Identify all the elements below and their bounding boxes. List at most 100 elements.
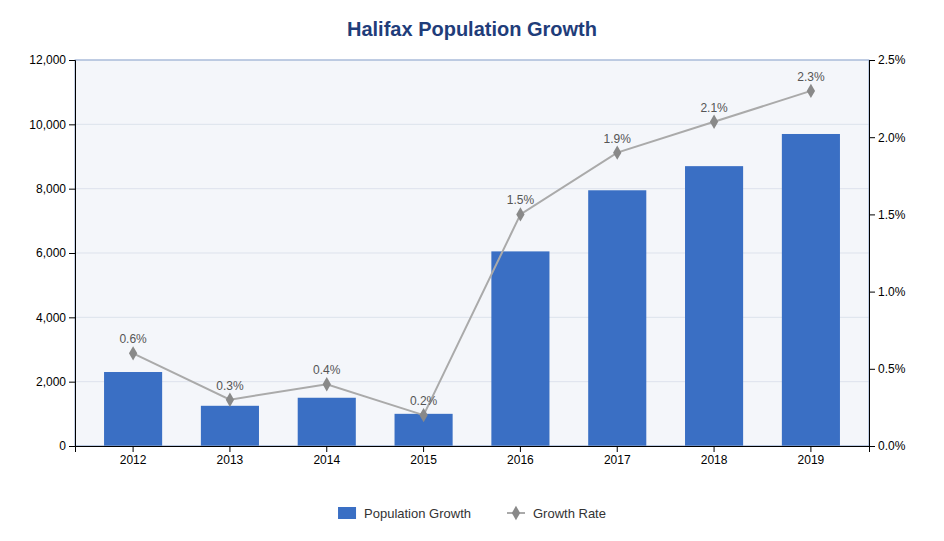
data-labels: 0.6% 0.3% 0.4% 0.2% 1.5% 1.9% 2.1% 2.3% bbox=[119, 70, 824, 408]
x-tick-mark bbox=[714, 446, 715, 452]
y2-tick: 0.0% bbox=[869, 439, 906, 453]
y-tick: 2,000 bbox=[36, 375, 75, 389]
marker bbox=[323, 377, 331, 391]
marker bbox=[807, 84, 815, 98]
y2-tick-label: 2.5% bbox=[878, 53, 906, 67]
x-tick: 2012 bbox=[120, 446, 147, 467]
legend-item: Population Growth bbox=[338, 506, 471, 521]
x-tick-mark bbox=[520, 446, 521, 452]
y-tick-label: 4,000 bbox=[36, 311, 66, 325]
bars bbox=[104, 134, 840, 446]
y-tick-mark bbox=[69, 189, 75, 190]
data-label: 1.5% bbox=[507, 193, 535, 207]
y2-tick-mark bbox=[869, 60, 875, 61]
y-axis: 0 2,000 4,000 6,000 8,000 10,000 12,000 bbox=[29, 53, 75, 453]
x-tick-mark bbox=[423, 446, 424, 452]
data-label: 1.9% bbox=[604, 132, 632, 146]
y2-axis: 0.0% 0.5% 1.0% 1.5% 2.0% 2.5% bbox=[869, 53, 906, 453]
y-tick: 8,000 bbox=[36, 182, 75, 196]
y2-tick-label: 2.0% bbox=[878, 131, 906, 145]
bar bbox=[104, 372, 162, 446]
marker bbox=[419, 408, 427, 422]
y2-tick-mark bbox=[869, 446, 875, 447]
x-tick-mark bbox=[229, 446, 230, 452]
x-axis: 2012 2013 2014 2015 2016 2017 2018 2019 bbox=[76, 446, 870, 467]
x-tick-label: 2019 bbox=[798, 453, 825, 467]
y2-tick: 0.5% bbox=[869, 362, 906, 376]
x-tick: 2015 bbox=[410, 446, 437, 467]
y-tick-mark bbox=[69, 382, 75, 383]
y2-tick-mark bbox=[869, 214, 875, 215]
legend: Population Growth Growth Rate bbox=[338, 506, 606, 521]
y-tick: 10,000 bbox=[29, 118, 75, 132]
y2-tick-label: 1.5% bbox=[878, 208, 906, 222]
data-label: 0.3% bbox=[216, 379, 244, 393]
data-label: 0.6% bbox=[119, 332, 147, 346]
y-axis-line bbox=[69, 61, 76, 447]
marks bbox=[104, 84, 840, 446]
y-tick: 4,000 bbox=[36, 311, 75, 325]
bar bbox=[588, 190, 646, 446]
y2-tick: 1.0% bbox=[869, 285, 906, 299]
marker bbox=[226, 392, 234, 406]
y2-tick-mark bbox=[869, 137, 875, 138]
bar bbox=[685, 166, 743, 446]
legend-swatch bbox=[338, 507, 356, 519]
y-tick-label: 8,000 bbox=[36, 182, 66, 196]
x-tick-mark bbox=[810, 446, 811, 452]
y-tick-label: 0 bbox=[59, 439, 66, 453]
legend-label: Growth Rate bbox=[533, 506, 606, 521]
legend-marker bbox=[512, 506, 520, 520]
y2-tick: 2.5% bbox=[869, 53, 906, 67]
y-tick: 6,000 bbox=[36, 246, 75, 260]
x-tick: 2018 bbox=[701, 446, 728, 467]
y-tick-label: 6,000 bbox=[36, 246, 66, 260]
line bbox=[133, 91, 811, 415]
x-tick: 2016 bbox=[507, 446, 534, 467]
x-tick-label: 2012 bbox=[120, 453, 147, 467]
marker bbox=[129, 346, 137, 360]
bar bbox=[491, 251, 549, 446]
marker bbox=[613, 145, 621, 159]
plot-background bbox=[75, 60, 869, 446]
x-tick-mark bbox=[326, 446, 327, 452]
plot-frame bbox=[75, 60, 869, 446]
x-tick: 2013 bbox=[217, 446, 244, 467]
y-tick-mark bbox=[69, 317, 75, 318]
marker bbox=[516, 207, 524, 221]
x-tick-label: 2017 bbox=[604, 453, 631, 467]
plot: 0.6% 0.3% 0.4% 0.2% 1.5% 1.9% 2.1% 2.3% 2012 2013… bbox=[29, 53, 905, 466]
y2-tick: 1.5% bbox=[869, 208, 906, 222]
bar bbox=[782, 134, 840, 446]
grid-line bbox=[75, 124, 869, 125]
y2-axis-line bbox=[870, 61, 876, 447]
y-tick-mark bbox=[69, 124, 75, 125]
y-tick-label: 12,000 bbox=[29, 53, 66, 67]
y2-tick: 2.0% bbox=[869, 131, 906, 145]
y-tick-mark bbox=[69, 446, 75, 447]
y-tick-mark bbox=[69, 253, 75, 254]
x-tick-mark bbox=[133, 446, 134, 452]
x-tick-mark bbox=[617, 446, 618, 452]
data-label: 0.2% bbox=[410, 394, 438, 408]
x-tick: 2019 bbox=[798, 446, 825, 467]
data-label: 2.3% bbox=[797, 70, 825, 84]
y-tick: 0 bbox=[59, 439, 75, 453]
legend-label: Population Growth bbox=[364, 506, 471, 521]
x-tick-label: 2016 bbox=[507, 453, 534, 467]
x-tick: 2017 bbox=[604, 446, 631, 467]
data-label: 2.1% bbox=[700, 101, 728, 115]
line-series bbox=[129, 84, 815, 423]
bar bbox=[201, 406, 259, 446]
x-tick: 2014 bbox=[313, 446, 340, 467]
y-tick: 12,000 bbox=[29, 53, 75, 67]
x-tick-label: 2013 bbox=[217, 453, 244, 467]
chart: 0.6% 0.3% 0.4% 0.2% 1.5% 1.9% 2.1% 2.3% 2012 2013… bbox=[0, 0, 944, 541]
y2-tick-label: 1.0% bbox=[878, 285, 906, 299]
marker bbox=[710, 115, 718, 129]
grid-line bbox=[75, 188, 869, 189]
x-tick-label: 2015 bbox=[410, 453, 437, 467]
data-label: 0.4% bbox=[313, 363, 341, 377]
grid-line bbox=[75, 253, 869, 254]
y2-tick-mark bbox=[869, 369, 875, 370]
